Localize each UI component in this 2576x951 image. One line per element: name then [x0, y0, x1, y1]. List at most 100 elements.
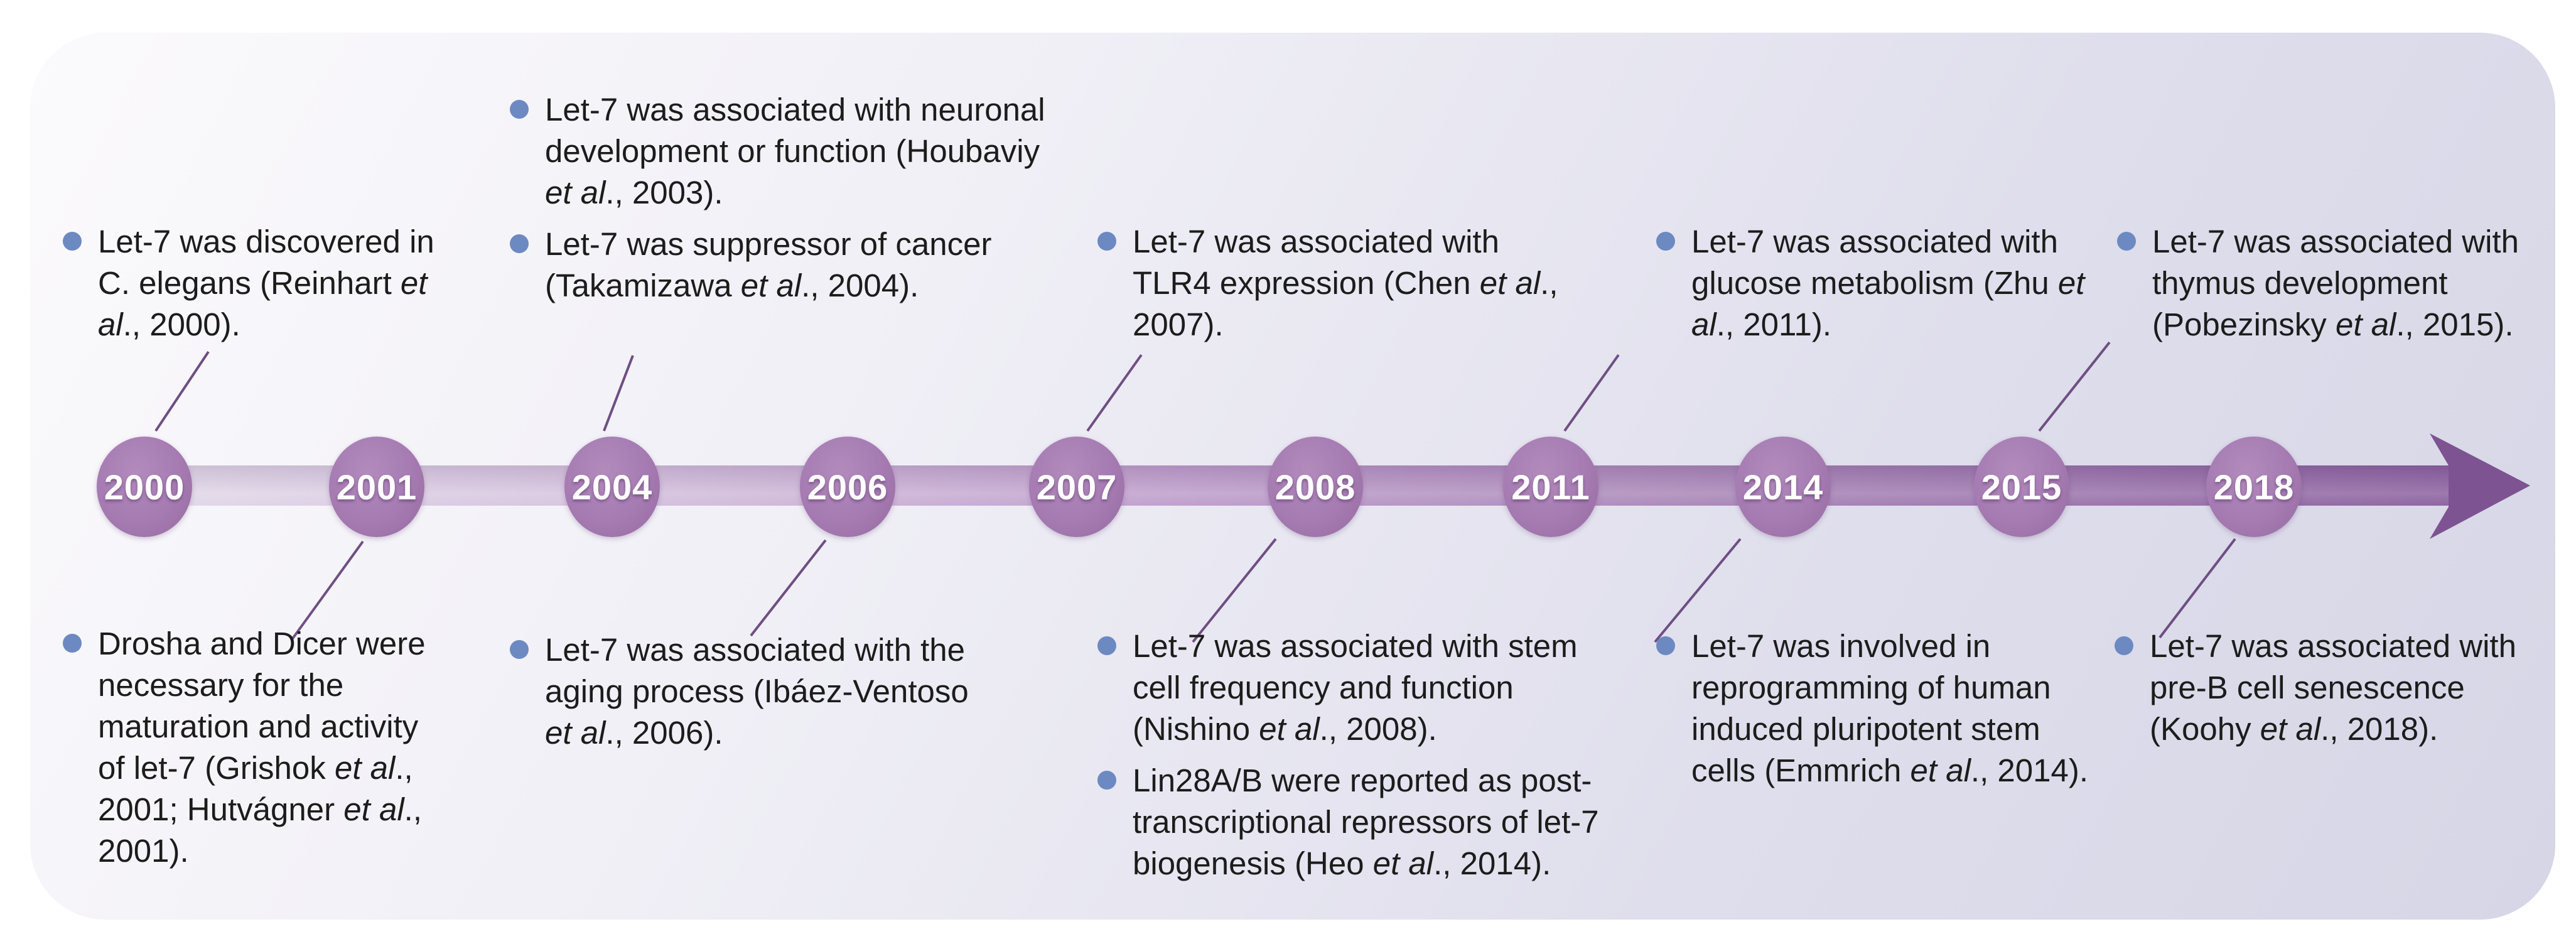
- event-bullet: Let-7 was associated with stem cell frequ…: [1097, 626, 1700, 750]
- year-node-2018: 2018: [2206, 437, 2302, 537]
- event-note-2014-bottom: Let-7 was involved in reprogramming of hu…: [1656, 626, 2184, 802]
- text-line: 2001; Hutvágner et al.,: [98, 791, 423, 827]
- event-text: Let-7 was associated with neuronal develo…: [545, 89, 1045, 214]
- event-bullet: Let-7 was suppressor of cancer (Takamizaw…: [510, 224, 1087, 307]
- text-line: maturation and activity: [98, 709, 419, 744]
- event-bullet: Let-7 was associated with neuronal develo…: [510, 89, 1087, 214]
- text-line: (Pobezinsky et al., 2015).: [2152, 307, 2514, 342]
- text-line: Let-7 was associated with the: [545, 632, 966, 668]
- text-line: transcriptional repressors of let-7: [1133, 804, 1599, 840]
- event-text: Drosha and Dicer were necessary for the ma…: [98, 623, 426, 872]
- text-line: Let-7 was involved in: [1691, 628, 1991, 664]
- text-line: Let-7 was associated with: [2152, 224, 2519, 259]
- text-line: Let-7 was discovered in: [98, 224, 434, 259]
- text-line: of let-7 (Grishok et al.,: [98, 750, 413, 786]
- text-line: et al., 2006).: [545, 715, 723, 751]
- text-line: thymus development: [2152, 265, 2448, 301]
- text-line: biogenesis (Heo et al., 2014).: [1133, 845, 1551, 881]
- text-line: glucose metabolism (Zhu et: [1691, 265, 2085, 301]
- year-node-label: 2018: [2213, 467, 2295, 507]
- event-text: Let-7 was associated with the aging proce…: [545, 629, 969, 754]
- bullet-dot-icon: [63, 634, 82, 653]
- event-text: Lin28A/B were reported as post-transcrip…: [1133, 760, 1599, 884]
- event-note-2015-top: Let-7 was associated with thymus developm…: [2117, 221, 2569, 356]
- text-line: TLR4 expression (Chen et al.,: [1133, 265, 1558, 301]
- year-node-2000: 2000: [97, 437, 192, 537]
- event-text: Let-7 was associated with pre-B cell sene…: [2150, 626, 2516, 750]
- text-line: 2007).: [1133, 307, 1224, 342]
- event-note-2006-bottom: Let-7 was associated with the aging proce…: [510, 629, 1087, 764]
- bullet-dot-icon: [510, 100, 529, 119]
- text-line: 2001).: [98, 833, 189, 869]
- year-node-label: 2004: [571, 467, 653, 507]
- event-text: Let-7 was associated with stem cell frequ…: [1133, 626, 1578, 750]
- text-line: Drosha and Dicer were: [98, 626, 426, 661]
- year-node-label: 2011: [1511, 467, 1590, 507]
- event-text: Let-7 was associated with TLR4 expression…: [1133, 221, 1558, 345]
- event-bullet: Let-7 was associated with the aging proce…: [510, 629, 1087, 754]
- text-line: induced pluripotent stem: [1691, 711, 2040, 747]
- year-node-label: 2015: [1981, 467, 2062, 507]
- year-node-2015: 2015: [1974, 437, 2069, 537]
- text-line: Lin28A/B were reported as post-: [1133, 763, 1592, 798]
- event-note-2008-bottom: Let-7 was associated with stem cell frequ…: [1097, 626, 1700, 894]
- event-note-2001-bottom: Drosha and Dicer were necessary for the ma…: [63, 623, 490, 882]
- year-node-2008: 2008: [1268, 437, 1363, 537]
- year-node-2011: 2011: [1503, 437, 1598, 537]
- year-node-2001: 2001: [329, 437, 424, 537]
- year-node-label: 2001: [336, 467, 418, 507]
- event-note-2004-top: Let-7 was associated with neuronal develo…: [510, 89, 1087, 317]
- bullet-dot-icon: [2117, 232, 2136, 251]
- text-line: (Nishino et al., 2008).: [1133, 711, 1437, 747]
- text-line: Let-7 was associated with: [1691, 224, 2058, 259]
- event-bullet: Let-7 was associated with glucose metabol…: [1656, 221, 2234, 345]
- bullet-dot-icon: [1097, 771, 1116, 790]
- text-line: development or function (Houbaviy: [545, 133, 1040, 169]
- event-bullet: Let-7 was associated with pre-B cell sene…: [2115, 626, 2576, 750]
- text-line: Let-7 was suppressor of cancer: [545, 226, 992, 262]
- text-line: aging process (Ibáez-Ventoso: [545, 673, 969, 709]
- bullet-dot-icon: [2115, 636, 2133, 655]
- event-bullet: Lin28A/B were reported as post-transcrip…: [1097, 760, 1700, 884]
- text-line: necessary for the: [98, 667, 344, 703]
- event-note-2018-bottom: Let-7 was associated with pre-B cell sene…: [2115, 626, 2576, 760]
- event-note-2007-top: Let-7 was associated with TLR4 expression…: [1097, 221, 1675, 356]
- event-text: Let-7 was suppressor of cancer (Takamizaw…: [545, 224, 992, 307]
- year-node-2006: 2006: [800, 437, 895, 537]
- text-line: cells (Emmrich et al., 2014).: [1691, 753, 2089, 788]
- text-line: Let-7 was associated with neuronal: [545, 92, 1045, 128]
- text-line: pre-B cell senescence: [2150, 670, 2465, 705]
- event-text: Let-7 was involved in reprogramming of hu…: [1691, 626, 2088, 791]
- bullet-dot-icon: [63, 232, 82, 251]
- year-node-label: 2000: [104, 467, 185, 507]
- bullet-dot-icon: [1656, 636, 1675, 655]
- year-node-2014: 2014: [1735, 437, 1831, 537]
- event-bullet: Let-7 was associated with thymus developm…: [2117, 221, 2569, 345]
- bullet-dot-icon: [510, 640, 529, 659]
- text-line: al., 2000).: [98, 307, 240, 342]
- bullet-dot-icon: [1097, 232, 1116, 251]
- year-node-2004: 2004: [564, 437, 660, 537]
- event-text: Let-7 was discovered in C. elegans (Reinh…: [98, 221, 434, 345]
- event-note-2011-top: Let-7 was associated with glucose metabol…: [1656, 221, 2234, 356]
- text-line: cell frequency and function: [1133, 670, 1514, 705]
- text-line: C. elegans (Reinhart et: [98, 265, 428, 301]
- text-line: (Koohy et al., 2018).: [2150, 711, 2439, 747]
- text-line: Let-7 was associated with: [2150, 628, 2516, 664]
- text-line: (Takamizawa et al., 2004).: [545, 268, 919, 303]
- bullet-dot-icon: [1656, 232, 1675, 251]
- event-bullet: Let-7 was involved in reprogramming of hu…: [1656, 626, 2184, 791]
- year-node-label: 2007: [1036, 467, 1118, 507]
- bullet-dot-icon: [510, 234, 529, 253]
- text-line: reprogramming of human: [1691, 670, 2051, 705]
- event-bullet: Let-7 was discovered in C. elegans (Reinh…: [63, 221, 490, 345]
- year-node-label: 2008: [1275, 467, 1356, 507]
- event-note-2000-top: Let-7 was discovered in C. elegans (Reinh…: [63, 221, 490, 356]
- text-line: Let-7 was associated with stem: [1133, 628, 1578, 664]
- event-bullet: Let-7 was associated with TLR4 expression…: [1097, 221, 1675, 345]
- year-node-label: 2006: [807, 467, 888, 507]
- event-text: Let-7 was associated with thymus developm…: [2152, 221, 2519, 345]
- year-node-2007: 2007: [1029, 437, 1124, 537]
- event-bullet: Drosha and Dicer were necessary for the ma…: [63, 623, 490, 872]
